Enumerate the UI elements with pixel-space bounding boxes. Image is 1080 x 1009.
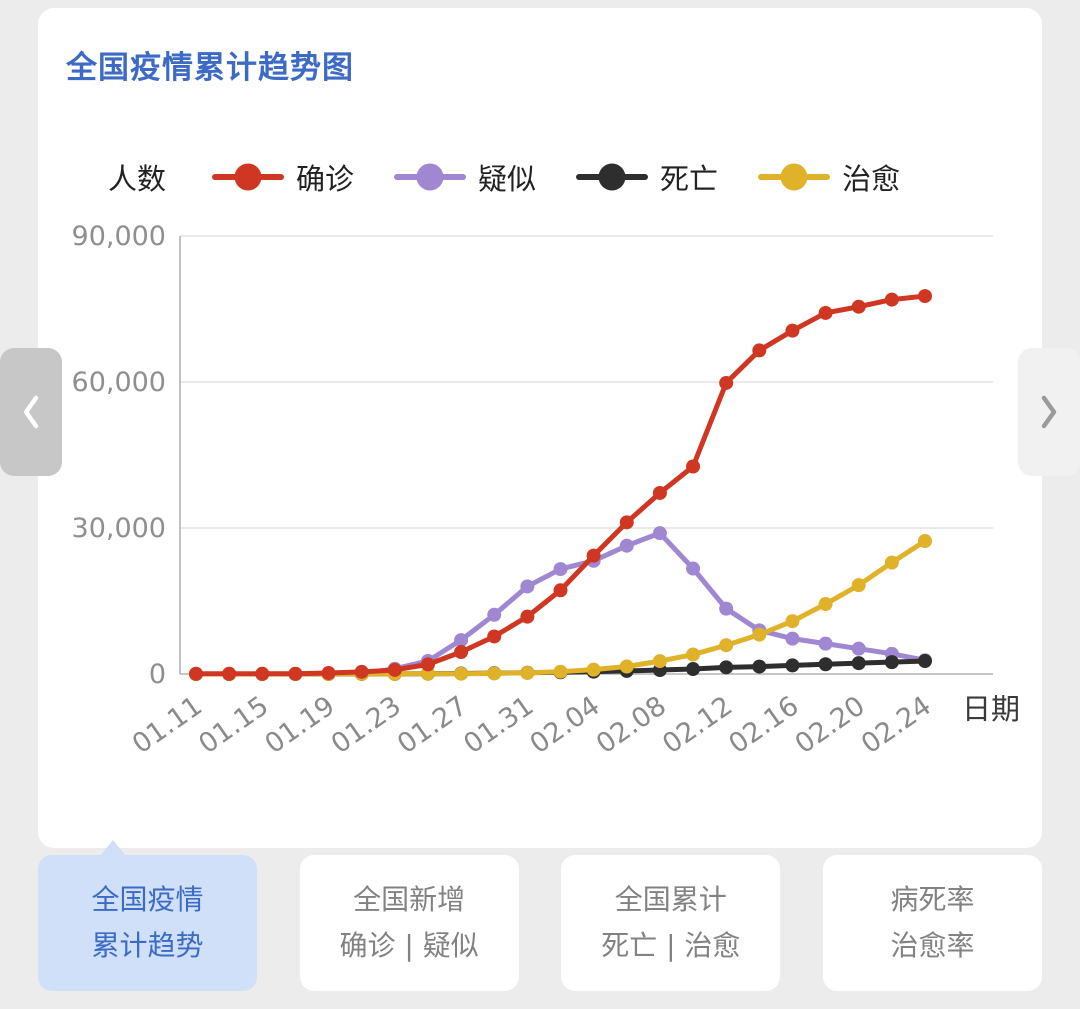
svg-text:02.20: 02.20	[790, 690, 871, 760]
svg-text:02.08: 02.08	[591, 690, 672, 760]
legend-marker-confirmed-icon	[212, 163, 285, 191]
series-line-confirmed	[189, 289, 932, 681]
y-axis-title: 人数	[108, 162, 167, 196]
svg-text:02.16: 02.16	[723, 690, 804, 760]
legend-item-suspected[interactable]: 疑似	[394, 156, 536, 198]
tab-label-line2: 累计趋势	[91, 929, 204, 962]
tab-label-line2: 确诊 | 疑似	[339, 929, 479, 962]
trend-chart: 030,00060,00090,00001.1101.1501.1901.230…	[72, 221, 1020, 760]
svg-text:90,000: 90,000	[72, 221, 166, 252]
svg-text:01.27: 01.27	[392, 690, 473, 760]
svg-text:01.23: 01.23	[326, 690, 407, 760]
svg-text:01.11: 01.11	[127, 690, 208, 760]
chart-legend: 人数 确诊 疑似 死亡 治愈	[108, 156, 940, 198]
svg-text:60,000: 60,000	[72, 367, 166, 398]
tab-new-confirmed-suspected[interactable]: 全国新增 确诊 | 疑似	[299, 855, 519, 991]
tab-label-line1: 全国疫情	[91, 883, 204, 916]
legend-label-death: 死亡	[660, 162, 719, 196]
prev-button[interactable]	[0, 348, 62, 476]
legend-label-suspected: 疑似	[478, 162, 537, 196]
grid-and-axes: 0 30,000 60,000 90,000	[72, 221, 993, 690]
series-line-cured	[189, 534, 932, 681]
tab-cumulative-trend[interactable]: 全国疫情 累计趋势	[38, 840, 257, 991]
tab-cumulative-death-cured[interactable]: 全国累计 死亡 | 治愈	[561, 855, 781, 991]
svg-text:01.15: 01.15	[193, 690, 274, 760]
chart-tab-bar: 全国疫情 累计趋势 全国新增 确诊 | 疑似 全国累计 死亡 | 治愈 病死率 …	[38, 840, 1042, 991]
page-title: 全国疫情累计趋势图	[66, 50, 354, 86]
legend-label-cured: 治愈	[842, 162, 901, 196]
svg-text:01.19: 01.19	[259, 690, 340, 760]
legend-label-confirmed: 确诊	[296, 162, 355, 196]
active-tab-pointer	[100, 840, 126, 856]
x-axis-title: 日期	[962, 692, 1020, 726]
tab-label-line1: 全国累计	[614, 883, 727, 916]
next-button[interactable]	[1018, 348, 1080, 476]
legend-marker-death-icon	[576, 163, 649, 191]
tab-label-line2: 治愈率	[890, 929, 975, 962]
legend-item-confirmed[interactable]: 确诊	[212, 156, 354, 198]
svg-text:02.12: 02.12	[657, 690, 738, 760]
legend-item-death[interactable]: 死亡	[576, 156, 718, 198]
legend-marker-cured-icon	[758, 163, 831, 191]
svg-text:01.31: 01.31	[458, 690, 539, 760]
svg-text:0: 0	[149, 659, 166, 690]
tab-label-line2: 死亡 | 治愈	[601, 929, 741, 962]
svg-text:30,000: 30,000	[72, 513, 166, 544]
tab-label-line1: 全国新增	[353, 883, 466, 916]
legend-item-cured[interactable]: 治愈	[758, 156, 900, 198]
svg-text:02.04: 02.04	[525, 690, 606, 760]
legend-marker-suspected-icon	[394, 163, 467, 191]
tab-fatality-cure-rate[interactable]: 病死率 治愈率	[822, 855, 1042, 991]
tab-label-line1: 病死率	[890, 883, 975, 916]
chevron-left-icon	[23, 395, 39, 429]
chevron-right-icon	[1041, 395, 1057, 429]
svg-text:02.24: 02.24	[856, 690, 937, 760]
chart-card: 全国疫情累计趋势图 人数 确诊 疑似 死亡 治愈 0 30,000 60,000 90…	[38, 8, 1042, 848]
x-tick-labels: 01.1101.1501.1901.2301.2701.3102.0402.08…	[127, 690, 1020, 760]
